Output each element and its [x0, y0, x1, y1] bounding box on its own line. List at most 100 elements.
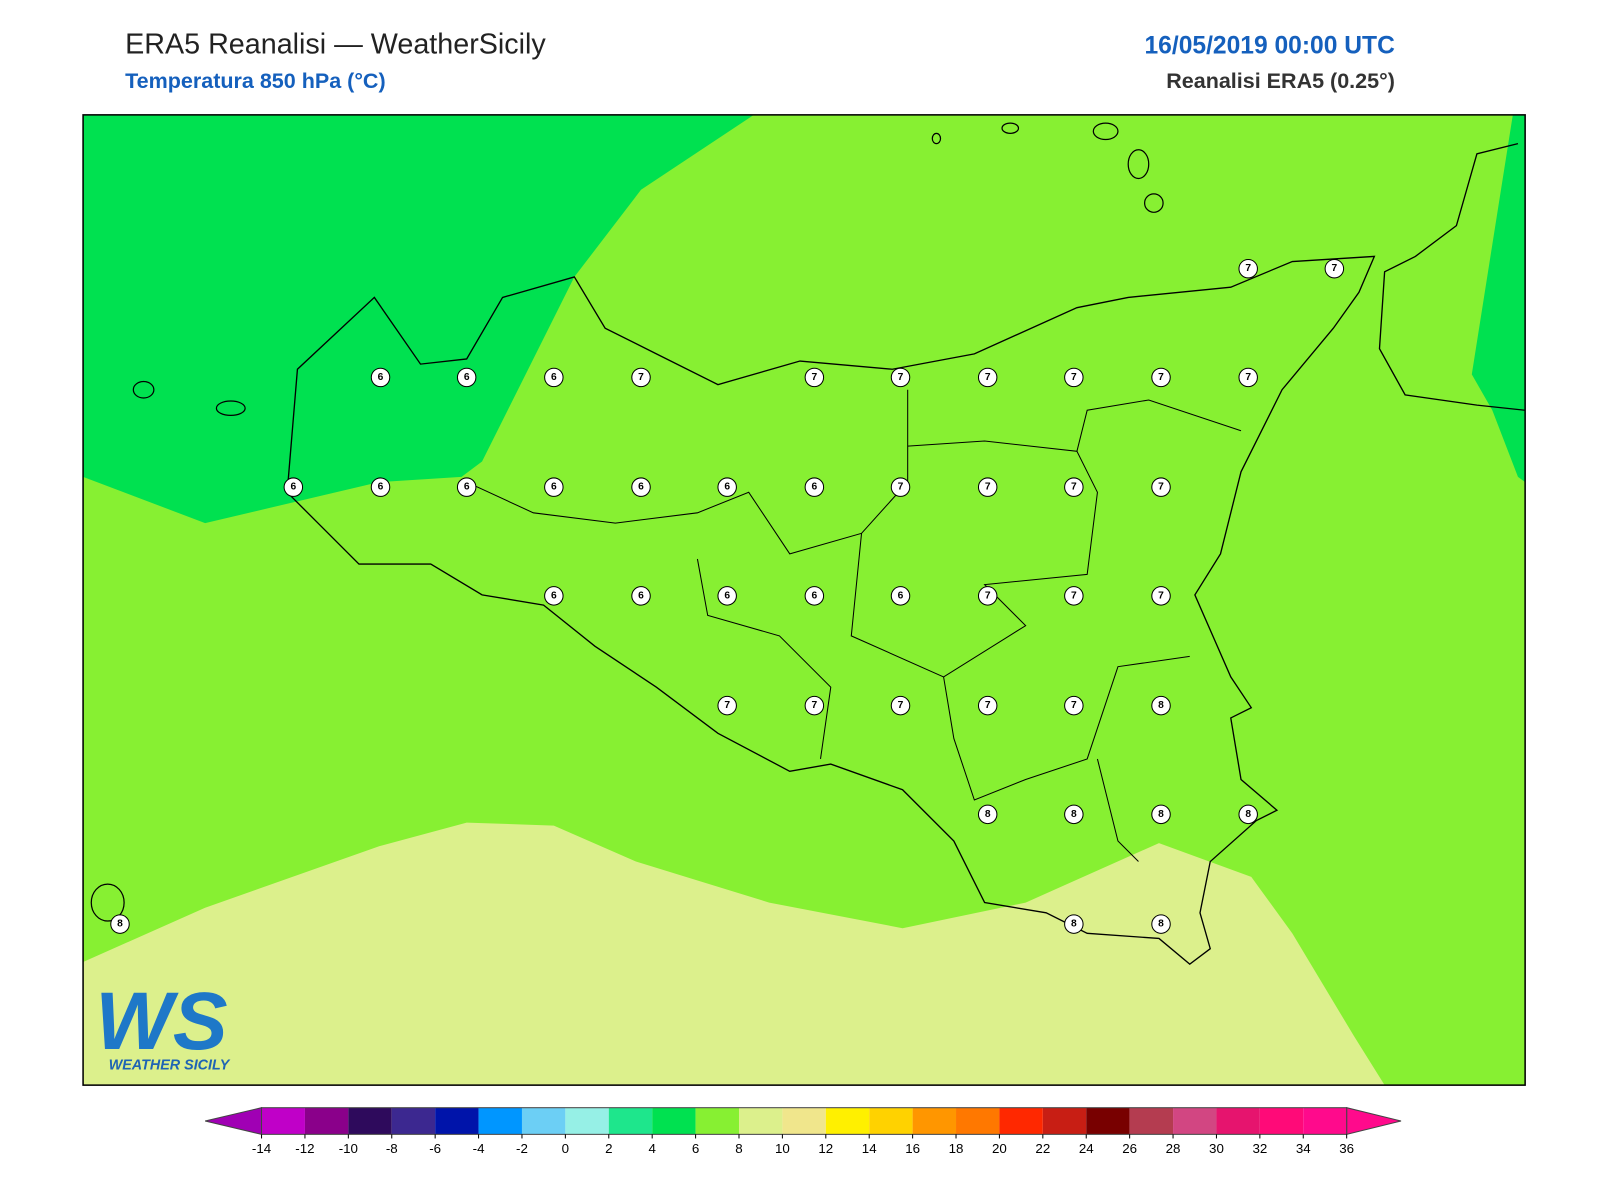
- station-marker: [717, 695, 737, 716]
- station-value: 6: [898, 590, 904, 601]
- colorbar-tick-label: -6: [429, 1141, 441, 1156]
- station-value: 7: [1332, 263, 1338, 274]
- colorbar-tick-label: 28: [1166, 1141, 1181, 1156]
- station-value: 7: [1158, 372, 1164, 383]
- station: 7: [1151, 586, 1171, 606]
- temperature-band: [83, 822, 1385, 1086]
- colorbar-swatch: [956, 1107, 1000, 1135]
- colorbar-tick-label: 24: [1079, 1141, 1094, 1156]
- title: ERA5 Reanalisi — WeatherSicily: [125, 28, 546, 60]
- station-value: 6: [551, 590, 557, 601]
- station-marker: [1064, 477, 1084, 497]
- station-marker: [977, 586, 998, 606]
- station: 6: [456, 477, 477, 497]
- colorbar-swatch: [869, 1107, 913, 1135]
- station-marker: [1151, 695, 1171, 716]
- station-value: 6: [638, 482, 644, 493]
- station: 6: [283, 477, 304, 497]
- colorbar-swatch: [738, 1107, 783, 1135]
- station: 8: [110, 914, 130, 934]
- colorbar-tick-label: -2: [516, 1141, 528, 1156]
- station: 6: [631, 477, 651, 497]
- island: [215, 400, 246, 416]
- station: 6: [456, 367, 477, 388]
- colorbar-tick-label: 34: [1296, 1141, 1311, 1156]
- map-frame: [82, 114, 1526, 1086]
- station-value: 7: [985, 590, 991, 601]
- station-marker: [1064, 914, 1084, 934]
- station: 7: [890, 477, 911, 497]
- station-value: 8: [117, 919, 123, 930]
- station-marker: [890, 586, 911, 606]
- temperature-band: [1471, 114, 1526, 483]
- colorbar-tick-label: 30: [1209, 1141, 1224, 1156]
- station-marker: [283, 477, 304, 497]
- station-marker: [370, 477, 391, 497]
- station-value: 7: [1071, 372, 1077, 383]
- province-border: [696, 558, 832, 760]
- province-border: [466, 389, 909, 555]
- station: 7: [1238, 258, 1258, 279]
- station: 7: [1064, 695, 1084, 716]
- colorbar-swatch: [1216, 1107, 1260, 1135]
- station: 6: [631, 586, 651, 606]
- station: 7: [1324, 258, 1345, 279]
- colorbar-swatch: [478, 1107, 522, 1135]
- station-marker: [890, 477, 911, 497]
- station: 8: [1151, 695, 1171, 716]
- colorbar-swatch: [695, 1107, 739, 1135]
- station: 8: [1151, 914, 1171, 934]
- colorbar-tick-label: 26: [1122, 1141, 1137, 1156]
- station-marker: [1151, 367, 1171, 388]
- colorbar-tick-label: 10: [775, 1141, 790, 1156]
- colorbar-tick-label: 8: [735, 1141, 742, 1156]
- station-value: 7: [985, 700, 991, 711]
- logo-name: WEATHER SICILY: [109, 1058, 231, 1074]
- station-value: 6: [551, 482, 557, 493]
- colorbar-swatch: [1042, 1107, 1087, 1135]
- station: 6: [890, 586, 911, 606]
- station-value: 7: [812, 700, 818, 711]
- colorbar-extend-low: [205, 1107, 263, 1136]
- colorbar-tick-label: 22: [1035, 1141, 1050, 1156]
- station-value: 7: [985, 372, 991, 383]
- station-value: 6: [724, 482, 730, 493]
- colorbar-swatch: [1129, 1107, 1174, 1135]
- colorbar-swatch: [348, 1107, 392, 1135]
- station-value: 8: [1071, 919, 1077, 930]
- station-marker: [977, 477, 998, 497]
- island: [931, 132, 942, 145]
- station-value: 7: [985, 482, 991, 493]
- station: 7: [1064, 367, 1084, 388]
- station-value: 6: [812, 482, 818, 493]
- station: 6: [804, 477, 825, 497]
- province-border: [1096, 758, 1139, 862]
- colorbar-tick-label: -12: [295, 1141, 314, 1156]
- colorbar-swatch: [565, 1107, 609, 1135]
- station-marker: [544, 477, 564, 497]
- station-marker: [717, 586, 737, 606]
- station-marker: [1151, 477, 1171, 497]
- station: 7: [1151, 367, 1171, 388]
- station: 7: [890, 695, 911, 716]
- station: 7: [1064, 586, 1084, 606]
- colorbar-tick-label: 32: [1252, 1141, 1267, 1156]
- station-marker: [1238, 804, 1258, 825]
- station-value: 7: [898, 482, 904, 493]
- colorbar-tick-label: 16: [905, 1141, 920, 1156]
- colorbar-swatch: [1259, 1107, 1304, 1135]
- map: 6 6 6 7 7 7 7 7 7 7 7 7 6 6 6 6 6 6 6 7 7 7 7 6 6 6 6 6 7 7 7 7 7 7 7 7 8 8 8 8…: [83, 114, 1526, 1086]
- station-value: 7: [724, 700, 730, 711]
- station-value: 6: [464, 372, 470, 383]
- station-marker: [456, 477, 477, 497]
- station-value: 7: [638, 372, 644, 383]
- colorbar-tick-label: 18: [949, 1141, 964, 1156]
- station-marker: [1324, 258, 1345, 279]
- station: 6: [804, 586, 825, 606]
- colorbar-tick-label: -10: [339, 1141, 358, 1156]
- station: 8: [1238, 804, 1258, 825]
- station-marker: [977, 695, 998, 716]
- station-marker: [1064, 586, 1084, 606]
- station: 7: [1151, 477, 1171, 497]
